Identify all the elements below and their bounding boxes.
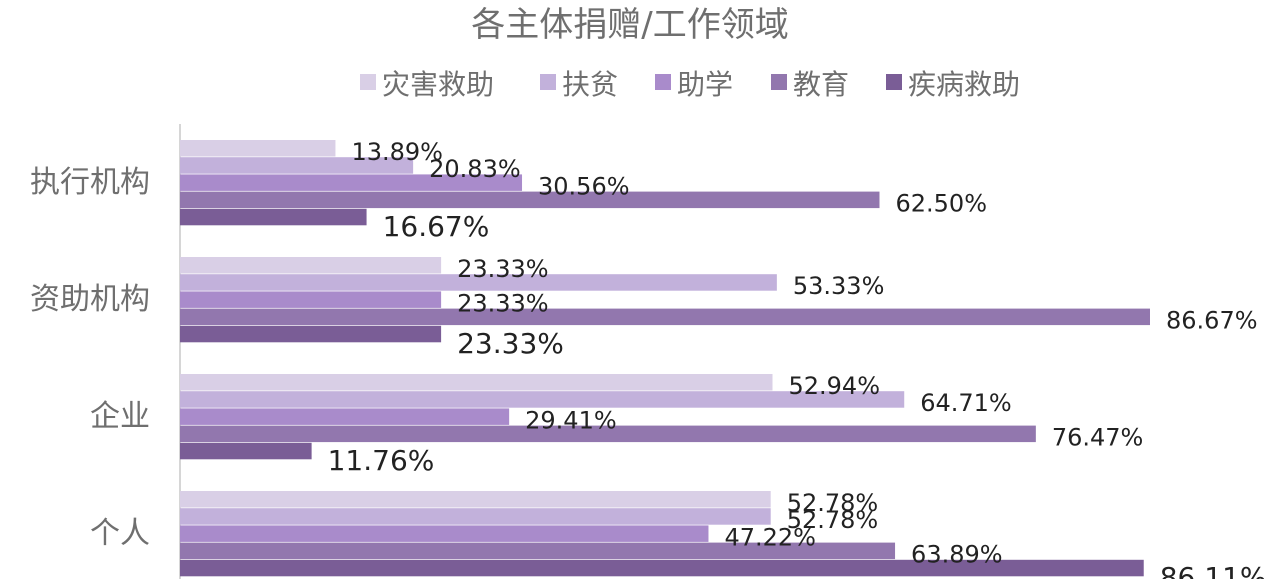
bar-1-1 xyxy=(180,140,336,157)
value-label-2-4: 86.67% xyxy=(1166,307,1258,335)
legend-label-2: 扶贫 xyxy=(562,68,618,101)
legend-swatch-4 xyxy=(771,74,787,90)
bar-1-4 xyxy=(180,191,880,209)
value-label-2-2: 53.33% xyxy=(793,272,885,300)
value-label-1-3: 30.56% xyxy=(538,172,630,200)
value-label-2-3: 23.33% xyxy=(457,289,549,317)
category-label-4: 个人 xyxy=(90,516,150,551)
category-label-1: 执行机构 xyxy=(30,165,150,200)
bar-3-2 xyxy=(180,391,905,408)
bar-4-3 xyxy=(180,525,709,542)
value-label-3-2: 64.71% xyxy=(920,389,1012,417)
bar-4-2 xyxy=(180,508,771,525)
bar-3-3 xyxy=(180,408,510,425)
value-label-1-5: 16.67% xyxy=(383,210,490,243)
bar-1-5 xyxy=(180,208,367,226)
category-label-2: 资助机构 xyxy=(30,282,150,317)
bar-2-2 xyxy=(180,274,777,291)
value-label-3-3: 29.41% xyxy=(525,406,617,434)
value-label-4-4: 63.89% xyxy=(911,541,1003,569)
legend-label-1: 灾害救助 xyxy=(382,68,494,101)
value-label-1-2: 20.83% xyxy=(429,155,521,183)
bar-3-5 xyxy=(180,442,312,460)
legend-swatch-1 xyxy=(360,74,376,90)
legend-swatch-3 xyxy=(655,74,671,90)
legend-swatch-2 xyxy=(540,74,556,90)
legend: 灾害救助 扶贫 助学 教育 疾病救助 xyxy=(360,68,1020,101)
bar-2-3 xyxy=(180,291,442,308)
category-label-3: 企业 xyxy=(90,399,150,434)
bar-3-4 xyxy=(180,425,1036,443)
value-label-4-2: 52.78% xyxy=(787,506,879,534)
legend-swatch-5 xyxy=(886,74,902,90)
legend-label-3: 助学 xyxy=(677,68,733,101)
bar-3-1 xyxy=(180,374,773,391)
bar-4-1 xyxy=(180,491,771,508)
value-label-4-1: 52.78% xyxy=(787,489,879,517)
value-label-3-4: 76.47% xyxy=(1052,424,1144,452)
bars-group xyxy=(180,140,1150,577)
value-label-2-1: 23.33% xyxy=(457,255,549,283)
bar-1-3 xyxy=(180,174,523,191)
bar-4-4 xyxy=(180,542,896,560)
value-label-3-5: 11.76% xyxy=(328,444,435,477)
bar-4-5 xyxy=(180,559,1144,577)
bar-1-2 xyxy=(180,157,414,174)
bar-2-4 xyxy=(180,308,1150,326)
value-label-4-3: 47.22% xyxy=(724,523,816,551)
legend-label-4: 教育 xyxy=(793,68,849,101)
value-labels: 13.89%20.83% 30.56% 62.50% 16.67% 23.33% 53.3… xyxy=(328,138,1267,579)
chart-title: 各主体捐赠/工作领域 xyxy=(471,5,788,45)
value-label-3-1: 52.94% xyxy=(788,372,880,400)
value-label-1-4: 62.50% xyxy=(895,190,987,218)
bar-2-5 xyxy=(180,325,442,343)
value-label-1-1: 13.89% xyxy=(351,138,443,166)
value-label-2-5: 23.33% xyxy=(457,327,564,360)
value-label-4-5: 86.11% xyxy=(1160,561,1267,579)
legend-label-5: 疾病救助 xyxy=(908,68,1020,101)
bar-2-1 xyxy=(180,257,442,274)
